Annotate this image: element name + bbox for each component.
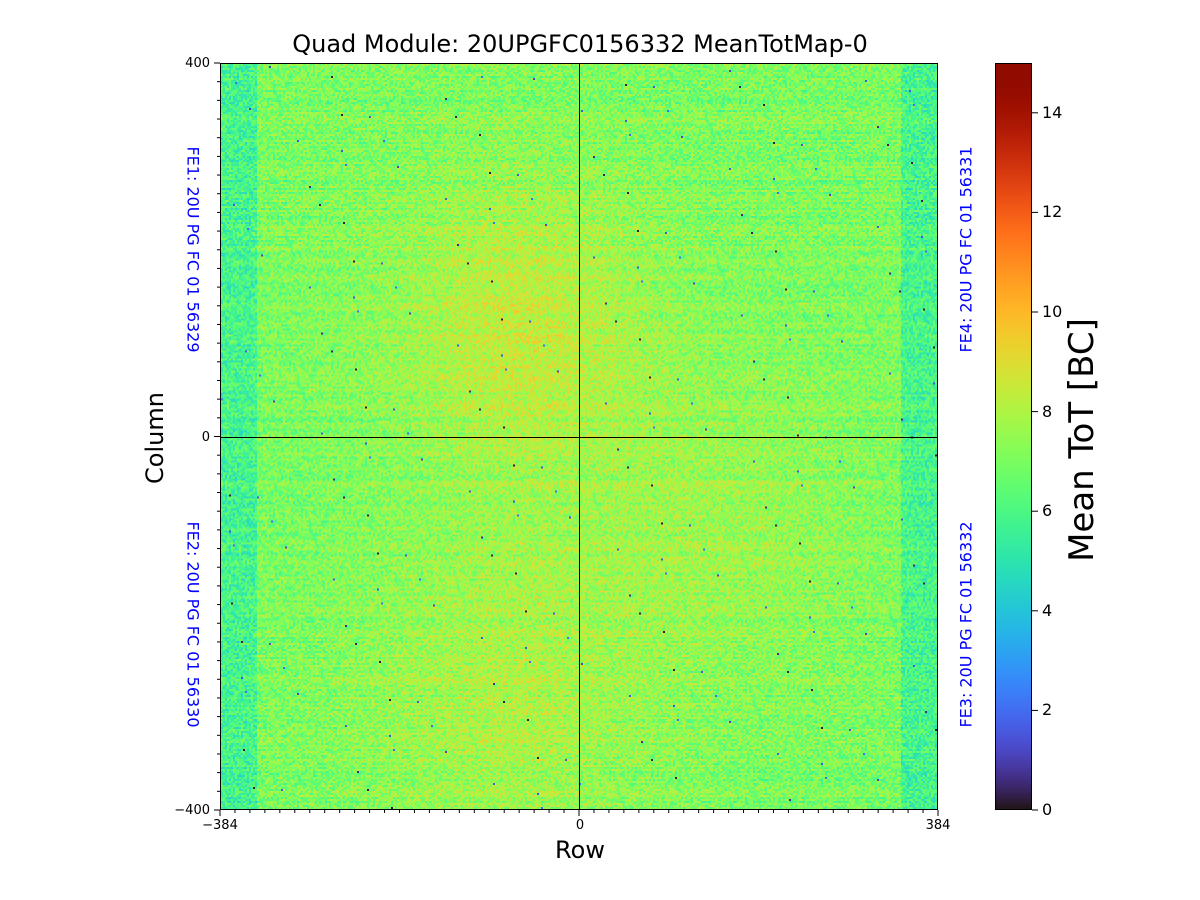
horizontal-quadrant-divider	[221, 437, 937, 438]
fe2-label: FE2: 20U PG FC 01 56330	[183, 521, 203, 728]
colorbar-tick-label: 4	[1042, 600, 1053, 620]
x-axis-label: Row	[555, 836, 605, 864]
x-tick-label-minus-384: −384	[202, 818, 238, 833]
chart-title: Quad Module: 20UPGFC0156332 MeanTotMap-0	[292, 30, 868, 58]
y-tick-label-400: 400	[185, 56, 210, 71]
colorbar-tick-label: 2	[1042, 700, 1053, 720]
colorbar-tick-label: 6	[1042, 501, 1053, 521]
colorbar-label: Mean ToT [BC]	[1062, 318, 1102, 562]
colorbar-ticks	[1032, 112, 1038, 811]
fe1-label: FE1: 20U PG FC 01 56329	[183, 146, 203, 353]
vertical-quadrant-divider	[579, 64, 580, 809]
colorbar-tick-label: 8	[1042, 401, 1053, 421]
y-tick-label-minus-400: −400	[174, 803, 210, 818]
colorbar-tick-label: 10	[1042, 302, 1063, 321]
y-axis-label: Column	[141, 392, 169, 484]
colorbar-tick-label: 14	[1042, 102, 1063, 122]
colorbar	[995, 63, 1032, 810]
fe3-label: FE3: 20U PG FC 01 56332	[956, 521, 976, 728]
x-tick-label-0: 0	[575, 818, 585, 833]
fe4-label: FE4: 20U PG FC 01 56331	[956, 146, 976, 353]
heatmap-plot-area	[220, 63, 938, 810]
colorbar-gradient	[996, 64, 1031, 809]
y-tick-label-0: 0	[201, 430, 210, 445]
colorbar-tick-label: 12	[1042, 202, 1063, 222]
x-tick-label-384: 384	[925, 818, 951, 833]
colorbar-tick-label: 0	[1042, 800, 1053, 819]
